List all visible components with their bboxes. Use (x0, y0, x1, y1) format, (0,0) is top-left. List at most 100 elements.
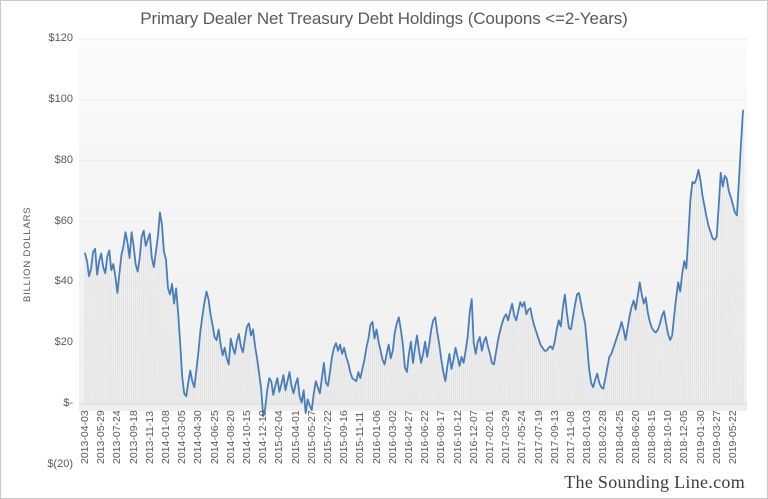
weekly-column (161, 224, 163, 404)
weekly-column (730, 197, 732, 404)
watermark: The Sounding Line.com (564, 472, 745, 492)
weekly-column (224, 347, 226, 404)
weekly-column (697, 169, 699, 404)
weekly-column (637, 296, 639, 404)
weekly-column (96, 274, 98, 404)
weekly-column (256, 358, 258, 404)
weekly-column (131, 232, 133, 404)
weekly-column (548, 347, 550, 404)
y-axis-label: $(20) (47, 457, 73, 470)
x-axis-label: 2015-07-22 (322, 410, 334, 464)
weekly-column (234, 353, 236, 404)
weekly-column (499, 331, 501, 404)
weekly-column (655, 332, 657, 404)
weekly-column (373, 338, 376, 404)
weekly-column (525, 314, 527, 404)
weekly-column (501, 323, 503, 404)
weekly-column (240, 346, 242, 404)
weekly-column (252, 329, 254, 404)
weekly-column (181, 376, 183, 404)
weekly-column (438, 344, 440, 404)
weekly-column (238, 334, 240, 404)
weekly-column (248, 323, 250, 404)
weekly-column (434, 317, 436, 404)
weekly-column (722, 186, 724, 404)
weekly-column (706, 216, 708, 404)
weekly-column (100, 253, 102, 404)
weekly-column (477, 341, 479, 404)
weekly-column (574, 305, 576, 404)
x-axis-label: 2016-04-27 (402, 410, 415, 464)
weekly-column (436, 332, 438, 404)
weekly-column (112, 264, 114, 404)
weekly-column (179, 343, 181, 404)
weekly-column (143, 230, 145, 404)
weekly-column (625, 340, 627, 404)
x-axis-label: 2019-05-22 (726, 410, 739, 464)
chart-title: Primary Dealer Net Treasury Debt Holding… (140, 9, 628, 28)
weekly-column (647, 312, 649, 404)
weekly-column (539, 344, 542, 404)
weekly-column (384, 364, 386, 404)
weekly-column (422, 353, 424, 404)
weekly-column (284, 390, 286, 404)
weekly-column (450, 369, 452, 404)
weekly-column (459, 365, 461, 404)
weekly-column (641, 294, 643, 404)
weekly-column (153, 267, 155, 404)
weekly-column (718, 206, 720, 404)
weekly-column (396, 323, 398, 404)
weekly-column (189, 370, 191, 404)
weekly-column (321, 378, 323, 404)
weekly-column (513, 315, 515, 404)
weekly-column (116, 292, 118, 404)
weekly-column (335, 343, 337, 404)
weekly-column (550, 346, 552, 404)
weekly-column (400, 329, 402, 404)
weekly-column (333, 347, 335, 404)
weekly-column (341, 353, 343, 404)
weekly-column (511, 303, 513, 404)
weekly-column (185, 396, 187, 404)
weekly-column (122, 245, 125, 404)
weekly-column (679, 291, 681, 404)
x-axis-label: 2017-05-24 (516, 410, 529, 464)
weekly-column (562, 308, 564, 404)
weekly-column (90, 268, 92, 404)
weekly-column (250, 335, 252, 404)
weekly-column (236, 341, 238, 404)
weekly-column (635, 309, 637, 404)
x-axis-label: 2018-12-05 (678, 410, 691, 464)
weekly-column (507, 320, 509, 404)
weekly-column (446, 365, 448, 404)
weekly-column (687, 236, 689, 404)
weekly-column (505, 314, 507, 404)
weekly-column (177, 312, 179, 404)
weekly-column (708, 226, 710, 404)
x-axis-label: 2019-01-30 (694, 410, 707, 464)
weekly-column (246, 326, 248, 404)
weekly-column (386, 353, 388, 404)
weekly-column (133, 245, 135, 404)
weekly-column (424, 341, 426, 404)
weekly-column (228, 364, 230, 404)
weekly-column (258, 373, 260, 404)
x-axis-label: 2013-11-13 (143, 411, 156, 464)
weekly-column (329, 372, 331, 404)
weekly-column (681, 273, 683, 404)
weekly-column (173, 303, 175, 404)
weekly-column (86, 261, 88, 404)
weekly-column (157, 236, 159, 404)
weekly-column (440, 359, 442, 404)
x-axis-label: 2016-12-07 (467, 410, 480, 464)
weekly-column (596, 373, 598, 404)
weekly-column (495, 352, 497, 404)
weekly-column (604, 378, 606, 404)
weekly-column (351, 378, 353, 404)
x-axis-label: 2016-03-02 (386, 410, 399, 464)
x-axis-label: 2015-11-11 (354, 411, 367, 464)
x-axis-label: 2015-04-01 (289, 410, 302, 464)
x-axis-label: 2013-07-24 (111, 410, 124, 464)
weekly-column (529, 308, 531, 404)
x-axis-label: 2015-09-16 (338, 410, 351, 464)
